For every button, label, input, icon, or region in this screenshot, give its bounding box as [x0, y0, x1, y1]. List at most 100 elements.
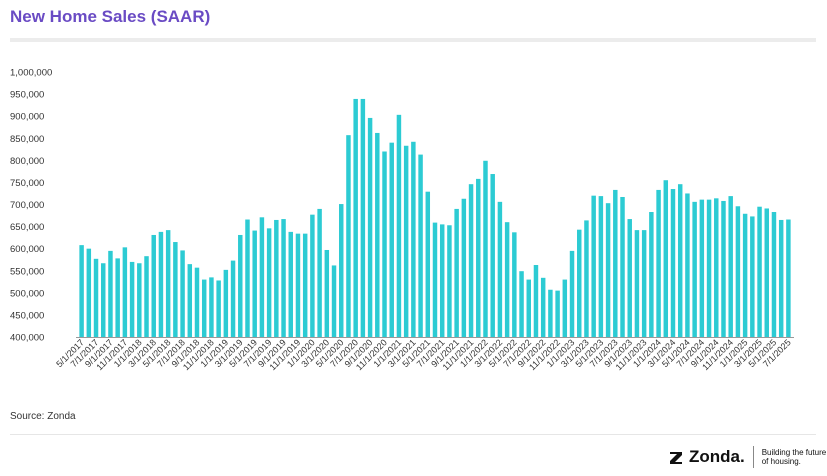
y-tick-label: 500,000: [10, 288, 44, 299]
bars: [79, 98, 791, 338]
bar: [649, 212, 654, 337]
bar: [281, 219, 286, 337]
bar: [346, 135, 351, 337]
bar: [533, 265, 539, 337]
bar: [86, 248, 92, 337]
bar: [620, 196, 625, 337]
footer-divider: [10, 434, 816, 435]
bar: [310, 214, 315, 337]
brand-block: Zonda. Building the future of housing.: [668, 445, 827, 469]
bar: [151, 234, 156, 337]
bar: [548, 289, 553, 337]
bar: [692, 201, 697, 337]
bar: [411, 141, 416, 337]
bar: [367, 117, 373, 338]
bar: [663, 180, 669, 337]
bar: [173, 242, 178, 337]
bar: [216, 280, 221, 337]
bar: [670, 189, 676, 337]
bar: [137, 263, 142, 337]
bar: [389, 142, 394, 337]
bar: [79, 245, 84, 337]
bar: [569, 250, 575, 338]
bar: [194, 267, 200, 337]
bar: [274, 219, 279, 337]
bar: [540, 277, 546, 337]
bar: [295, 233, 301, 337]
bar: [115, 258, 120, 337]
bar: [230, 260, 236, 337]
bar: [771, 212, 777, 337]
bar: [699, 199, 705, 337]
bar: [714, 198, 719, 337]
bar: [101, 263, 106, 337]
bar: [129, 261, 135, 337]
bar: [786, 219, 791, 337]
bar: [302, 233, 308, 337]
bar: [562, 279, 568, 337]
bar: [476, 178, 481, 337]
y-tick-label: 600,000: [10, 244, 44, 255]
bar: [598, 196, 604, 337]
y-tick-label: 900,000: [10, 112, 44, 123]
bar: [324, 249, 330, 337]
bar: [519, 271, 524, 337]
bar: [757, 206, 762, 337]
bar: [432, 222, 438, 337]
bar: [425, 191, 431, 337]
bar: [685, 193, 690, 337]
y-tick-label: 650,000: [10, 222, 44, 233]
bar: [577, 229, 582, 337]
y-tick-label: 450,000: [10, 310, 44, 321]
bar: [613, 189, 618, 337]
bar: [526, 279, 531, 337]
bar: [584, 220, 589, 337]
bar: [375, 132, 380, 337]
bar: [656, 189, 661, 337]
y-tick-label: 400,000: [10, 333, 44, 344]
bar: [468, 184, 474, 337]
bar: [93, 258, 99, 337]
y-tick-label: 950,000: [10, 90, 44, 101]
bar: [627, 219, 632, 337]
bar: [721, 200, 726, 337]
bar: [331, 265, 337, 337]
y-tick-label: 700,000: [10, 200, 44, 211]
bar: [259, 217, 265, 337]
bar: [165, 230, 171, 337]
brand-name: Zonda.: [689, 447, 745, 466]
bar: [778, 219, 784, 337]
bar: [108, 250, 113, 338]
bar: [512, 232, 517, 337]
y-axis-labels: 400,000 450,000 500,000 550,000 600,000 650,0…: [10, 68, 52, 344]
y-tick-label: 550,000: [10, 266, 44, 277]
bar: [382, 151, 387, 337]
y-tick-label: 800,000: [10, 156, 44, 167]
bar: [728, 196, 733, 337]
bar: [223, 269, 229, 337]
bar: [634, 230, 640, 337]
bar: [396, 114, 402, 337]
bar: [238, 234, 243, 337]
bar: [158, 231, 164, 337]
bar-chart: 400,000 450,000 500,000 550,000 600,000 650,0…: [10, 68, 794, 372]
y-tick-label: 1,000,000: [10, 68, 52, 79]
bar: [439, 224, 445, 338]
y-tick-label: 850,000: [10, 134, 44, 145]
bar: [735, 206, 741, 337]
bar: [454, 208, 459, 337]
bar: [764, 208, 769, 337]
bar: [339, 204, 344, 337]
bar: [677, 184, 683, 337]
bar: [497, 201, 503, 337]
bar: [201, 279, 207, 337]
bar: [122, 247, 128, 337]
y-tick-label: 750,000: [10, 178, 44, 189]
zonda-logo-icon: [670, 452, 682, 464]
bar: [353, 98, 358, 337]
bar: [742, 213, 748, 337]
source-note: Source: Zonda: [10, 411, 76, 422]
title-divider: [10, 38, 816, 42]
chart-title: New Home Sales (SAAR): [10, 7, 211, 26]
bar: [317, 208, 322, 337]
